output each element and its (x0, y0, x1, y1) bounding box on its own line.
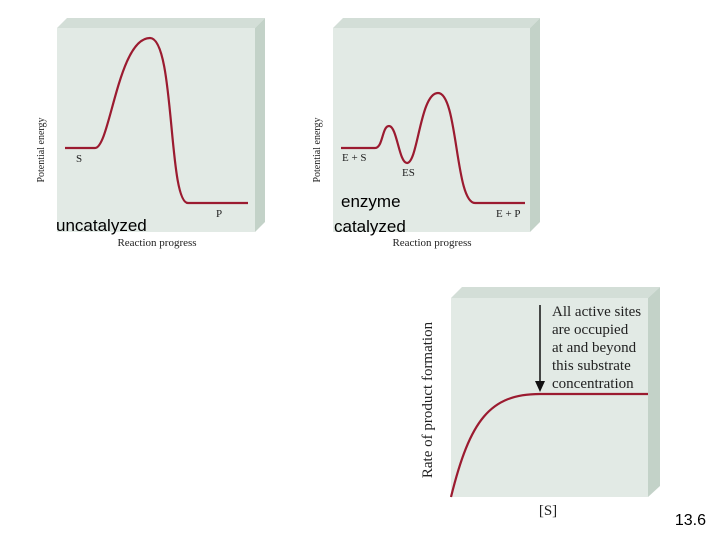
panel-saturation: Rate of product formation [S] All active… (420, 287, 660, 519)
x-axis-label: Reaction progress (117, 237, 196, 249)
energy-curve (65, 36, 248, 205)
arrow-head (535, 381, 545, 392)
state-label: P (216, 208, 222, 220)
annotation-line: All active sites (552, 304, 641, 320)
caption: enzyme (341, 192, 401, 211)
slide-number: 13.6 (675, 512, 706, 529)
box-front (333, 28, 530, 232)
box-side (530, 18, 540, 232)
y-axis-label: Rate of product formation (420, 321, 436, 478)
box-front (57, 28, 255, 232)
rate-curve (449, 392, 648, 498)
annotation-line: concentration (552, 376, 634, 392)
y-axis-label: Potential energy (312, 117, 323, 182)
box-front (451, 298, 648, 497)
panel-catalyzed: Potential energy Reaction progress E + S… (312, 18, 540, 249)
caption: uncatalyzed (56, 216, 147, 235)
box-side (648, 287, 660, 497)
state-label: E + P (496, 208, 521, 220)
state-label: S (76, 153, 82, 165)
annotation-line: are occupied (552, 322, 629, 338)
state-label: ES (402, 167, 415, 179)
x-axis-label: [S] (539, 503, 557, 519)
y-axis-label: Potential energy (36, 117, 47, 182)
annotation-line: this substrate (552, 358, 631, 374)
x-axis-label: Reaction progress (392, 237, 471, 249)
box-top (333, 18, 540, 28)
annotation: All active sites are occupied at and beyon… (552, 304, 641, 392)
caption: catalyzed (334, 217, 406, 236)
box-side (255, 18, 265, 232)
box-top (57, 18, 265, 28)
box-top (451, 287, 660, 298)
energy-curve (341, 91, 525, 205)
annotation-line: at and beyond (552, 340, 637, 356)
state-label: E + S (342, 152, 367, 164)
panel-uncatalyzed: Potential energy Reaction progress S P u… (36, 18, 265, 249)
